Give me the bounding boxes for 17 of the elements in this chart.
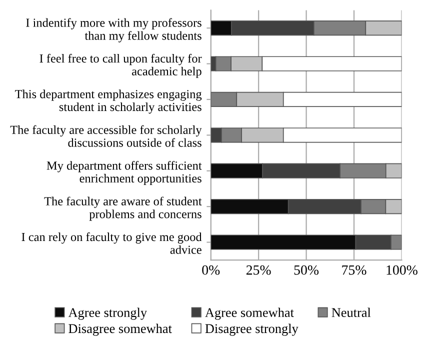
y-tick-label: I can rely on faculty to give me good advice <box>22 232 202 254</box>
x-tick-label: 50% <box>294 265 319 275</box>
y-tick-label: I feel free to call upon faculty for academic help <box>40 54 202 78</box>
y-tick-label: This department emphasizes engaging student in scholarly activities <box>15 90 202 114</box>
x-tick-label: 100% <box>386 265 418 275</box>
y-tick-label: My department offers sufficient enrichment opportunities <box>46 160 202 186</box>
legend-label: Agree strongly <box>68 308 147 320</box>
legend-label: Disagree strongly <box>205 324 298 336</box>
y-tick-label: I indentify more with my professors than my fellow students <box>26 18 202 42</box>
y-tick-label: The faculty are aware of student problems and concerns <box>44 196 202 221</box>
legend-label: Disagree somewhat <box>68 324 172 336</box>
y-tick-label: The faculty are accessible for scholarly discussions outside of class <box>10 125 202 147</box>
x-tick-label: 25% <box>246 265 271 275</box>
x-tick-label: 0% <box>202 265 220 275</box>
legend-label: Agree somewhat <box>205 308 294 320</box>
legend-label: Neutral <box>332 308 371 318</box>
x-tick-label: 75% <box>342 265 366 275</box>
